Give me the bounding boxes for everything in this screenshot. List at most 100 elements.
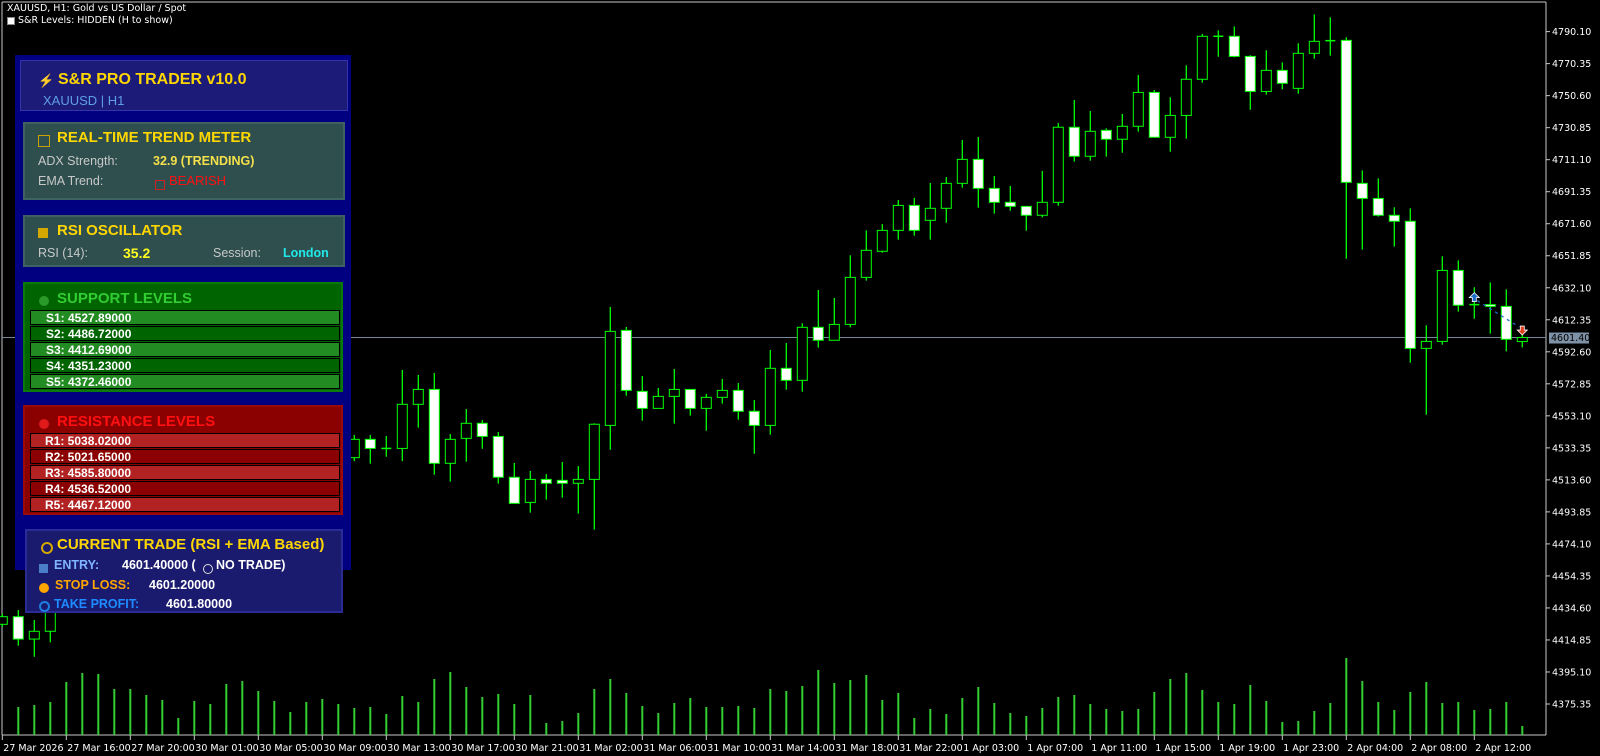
candle-body bbox=[1484, 304, 1496, 307]
current-price-tag bbox=[1549, 332, 1589, 344]
volume-bar bbox=[17, 707, 20, 735]
chart-icon bbox=[38, 135, 50, 147]
price-axis[interactable]: 4790.10 4770.35 4750.60 4730.85 4711.10 4691.… bbox=[1546, 27, 1591, 711]
candle bbox=[876, 224, 888, 253]
volume-bar bbox=[177, 718, 180, 735]
trend-meter-box: REAL-TIME TREND METER ADX Strength: 32.9… bbox=[23, 122, 345, 200]
volume-bar bbox=[769, 689, 772, 735]
volume-bar bbox=[1425, 682, 1428, 735]
candle-body bbox=[556, 479, 568, 484]
candle-body bbox=[668, 388, 680, 397]
rsi-value: 35.2 bbox=[123, 245, 151, 261]
chart-title: XAUUSD, H1: Gold vs US Dollar / Spot bbox=[7, 3, 187, 14]
candle bbox=[844, 255, 856, 328]
candle bbox=[716, 379, 728, 404]
lightning-icon: ⚡ bbox=[38, 73, 55, 88]
volume-bar bbox=[385, 714, 388, 735]
candle bbox=[540, 474, 552, 500]
resistance-level-row: R1: 5038.02000 bbox=[30, 433, 340, 448]
candle-body bbox=[1404, 220, 1416, 349]
x-tick-label: 27 Mar 2026 bbox=[3, 743, 63, 754]
candle-body bbox=[908, 204, 920, 231]
candle-body bbox=[892, 204, 904, 231]
x-tick-label: 30 Mar 21:00 bbox=[515, 743, 578, 754]
y-tick-label: 4750.60 bbox=[1552, 91, 1591, 102]
ema-label: EMA Trend: bbox=[38, 174, 104, 188]
volume-bar bbox=[833, 683, 836, 735]
volume-bar bbox=[1217, 702, 1220, 735]
candle-body bbox=[1356, 182, 1368, 199]
resistance-level-row: R4: 4536.52000 bbox=[30, 481, 340, 496]
candle-body bbox=[860, 249, 872, 278]
y-tick-label: 4592.60 bbox=[1552, 347, 1591, 358]
y-tick-label: 4375.35 bbox=[1552, 700, 1591, 711]
candle bbox=[1276, 62, 1288, 90]
volume-bar bbox=[609, 679, 612, 735]
volume-bar bbox=[273, 701, 276, 735]
x-tick-label: 1 Apr 15:00 bbox=[1155, 743, 1211, 754]
session-label: Session: bbox=[213, 246, 261, 260]
trade-connector-line bbox=[1476, 300, 1520, 328]
candle bbox=[924, 183, 936, 240]
volume-bar bbox=[1089, 704, 1092, 735]
volume-bar bbox=[1057, 697, 1060, 735]
x-tick-label: 1 Apr 11:00 bbox=[1091, 743, 1147, 754]
resistance-level-row: R2: 5021.65000 bbox=[30, 449, 340, 464]
volume-bar bbox=[753, 708, 756, 735]
candle-body bbox=[876, 229, 888, 252]
candle-body bbox=[476, 422, 488, 437]
y-tick-label: 4414.85 bbox=[1552, 635, 1591, 646]
no-trade-circle-icon bbox=[203, 564, 213, 574]
candle bbox=[1452, 260, 1464, 312]
candle-body bbox=[524, 478, 536, 503]
candle-body bbox=[924, 207, 936, 221]
volume-bar bbox=[657, 713, 660, 735]
volume-bar bbox=[945, 714, 948, 735]
candle bbox=[1308, 14, 1320, 59]
red-circle-icon bbox=[39, 419, 49, 429]
volume-bar bbox=[1025, 716, 1028, 735]
y-tick-label: 4572.85 bbox=[1552, 379, 1591, 390]
sr-status-line: S&R Levels: HIDDEN (H to show) bbox=[7, 15, 173, 26]
candle bbox=[828, 297, 840, 341]
candle bbox=[460, 409, 472, 462]
adx-label: ADX Strength: bbox=[38, 154, 118, 168]
x-tick-label: 1 Apr 03:00 bbox=[963, 743, 1019, 754]
volume-bar bbox=[1505, 702, 1508, 735]
x-tick-label: 1 Apr 23:00 bbox=[1283, 743, 1339, 754]
volume-bar bbox=[113, 689, 116, 735]
volume-bar bbox=[1489, 709, 1492, 735]
session-value: London bbox=[283, 246, 329, 260]
volume-bar bbox=[1041, 708, 1044, 735]
volume-bar bbox=[961, 698, 964, 735]
x-tick-label: 27 Mar 16:00 bbox=[67, 743, 130, 754]
y-tick-label: 4474.10 bbox=[1552, 539, 1591, 550]
volume-bar bbox=[1361, 681, 1364, 735]
resistance-level-row: R3: 4585.80000 bbox=[30, 465, 340, 480]
candle bbox=[1484, 282, 1496, 334]
volume-bar bbox=[1377, 702, 1380, 735]
volume-bar bbox=[689, 698, 692, 735]
volume-bar bbox=[1409, 692, 1412, 735]
volume-bar bbox=[1169, 679, 1172, 735]
buy-arrow-icon[interactable] bbox=[1468, 292, 1481, 303]
candle bbox=[1036, 171, 1048, 218]
volume-bar bbox=[241, 681, 244, 735]
candle bbox=[412, 374, 424, 428]
candle bbox=[636, 375, 648, 421]
candle bbox=[700, 393, 712, 431]
panel-header: ⚡ S&R PRO TRADER v10.0 XAUUSD | H1 bbox=[20, 60, 348, 111]
volume-bar bbox=[1233, 704, 1236, 735]
target-icon bbox=[41, 542, 53, 554]
candle-body bbox=[1276, 69, 1288, 84]
sell-arrow-icon[interactable] bbox=[1516, 325, 1529, 336]
take-profit-value: 4601.80000 bbox=[166, 597, 233, 611]
candle-body bbox=[428, 388, 440, 464]
volume-bar bbox=[1473, 710, 1476, 735]
y-tick-label: 4395.10 bbox=[1552, 667, 1591, 678]
volume-bar bbox=[721, 707, 724, 735]
candle bbox=[1228, 26, 1240, 58]
time-axis[interactable]: 27 Mar 2026 27 Mar 16:00 27 Mar 20:00 30 Ma… bbox=[1, 735, 1531, 754]
volume-bar bbox=[865, 675, 868, 735]
